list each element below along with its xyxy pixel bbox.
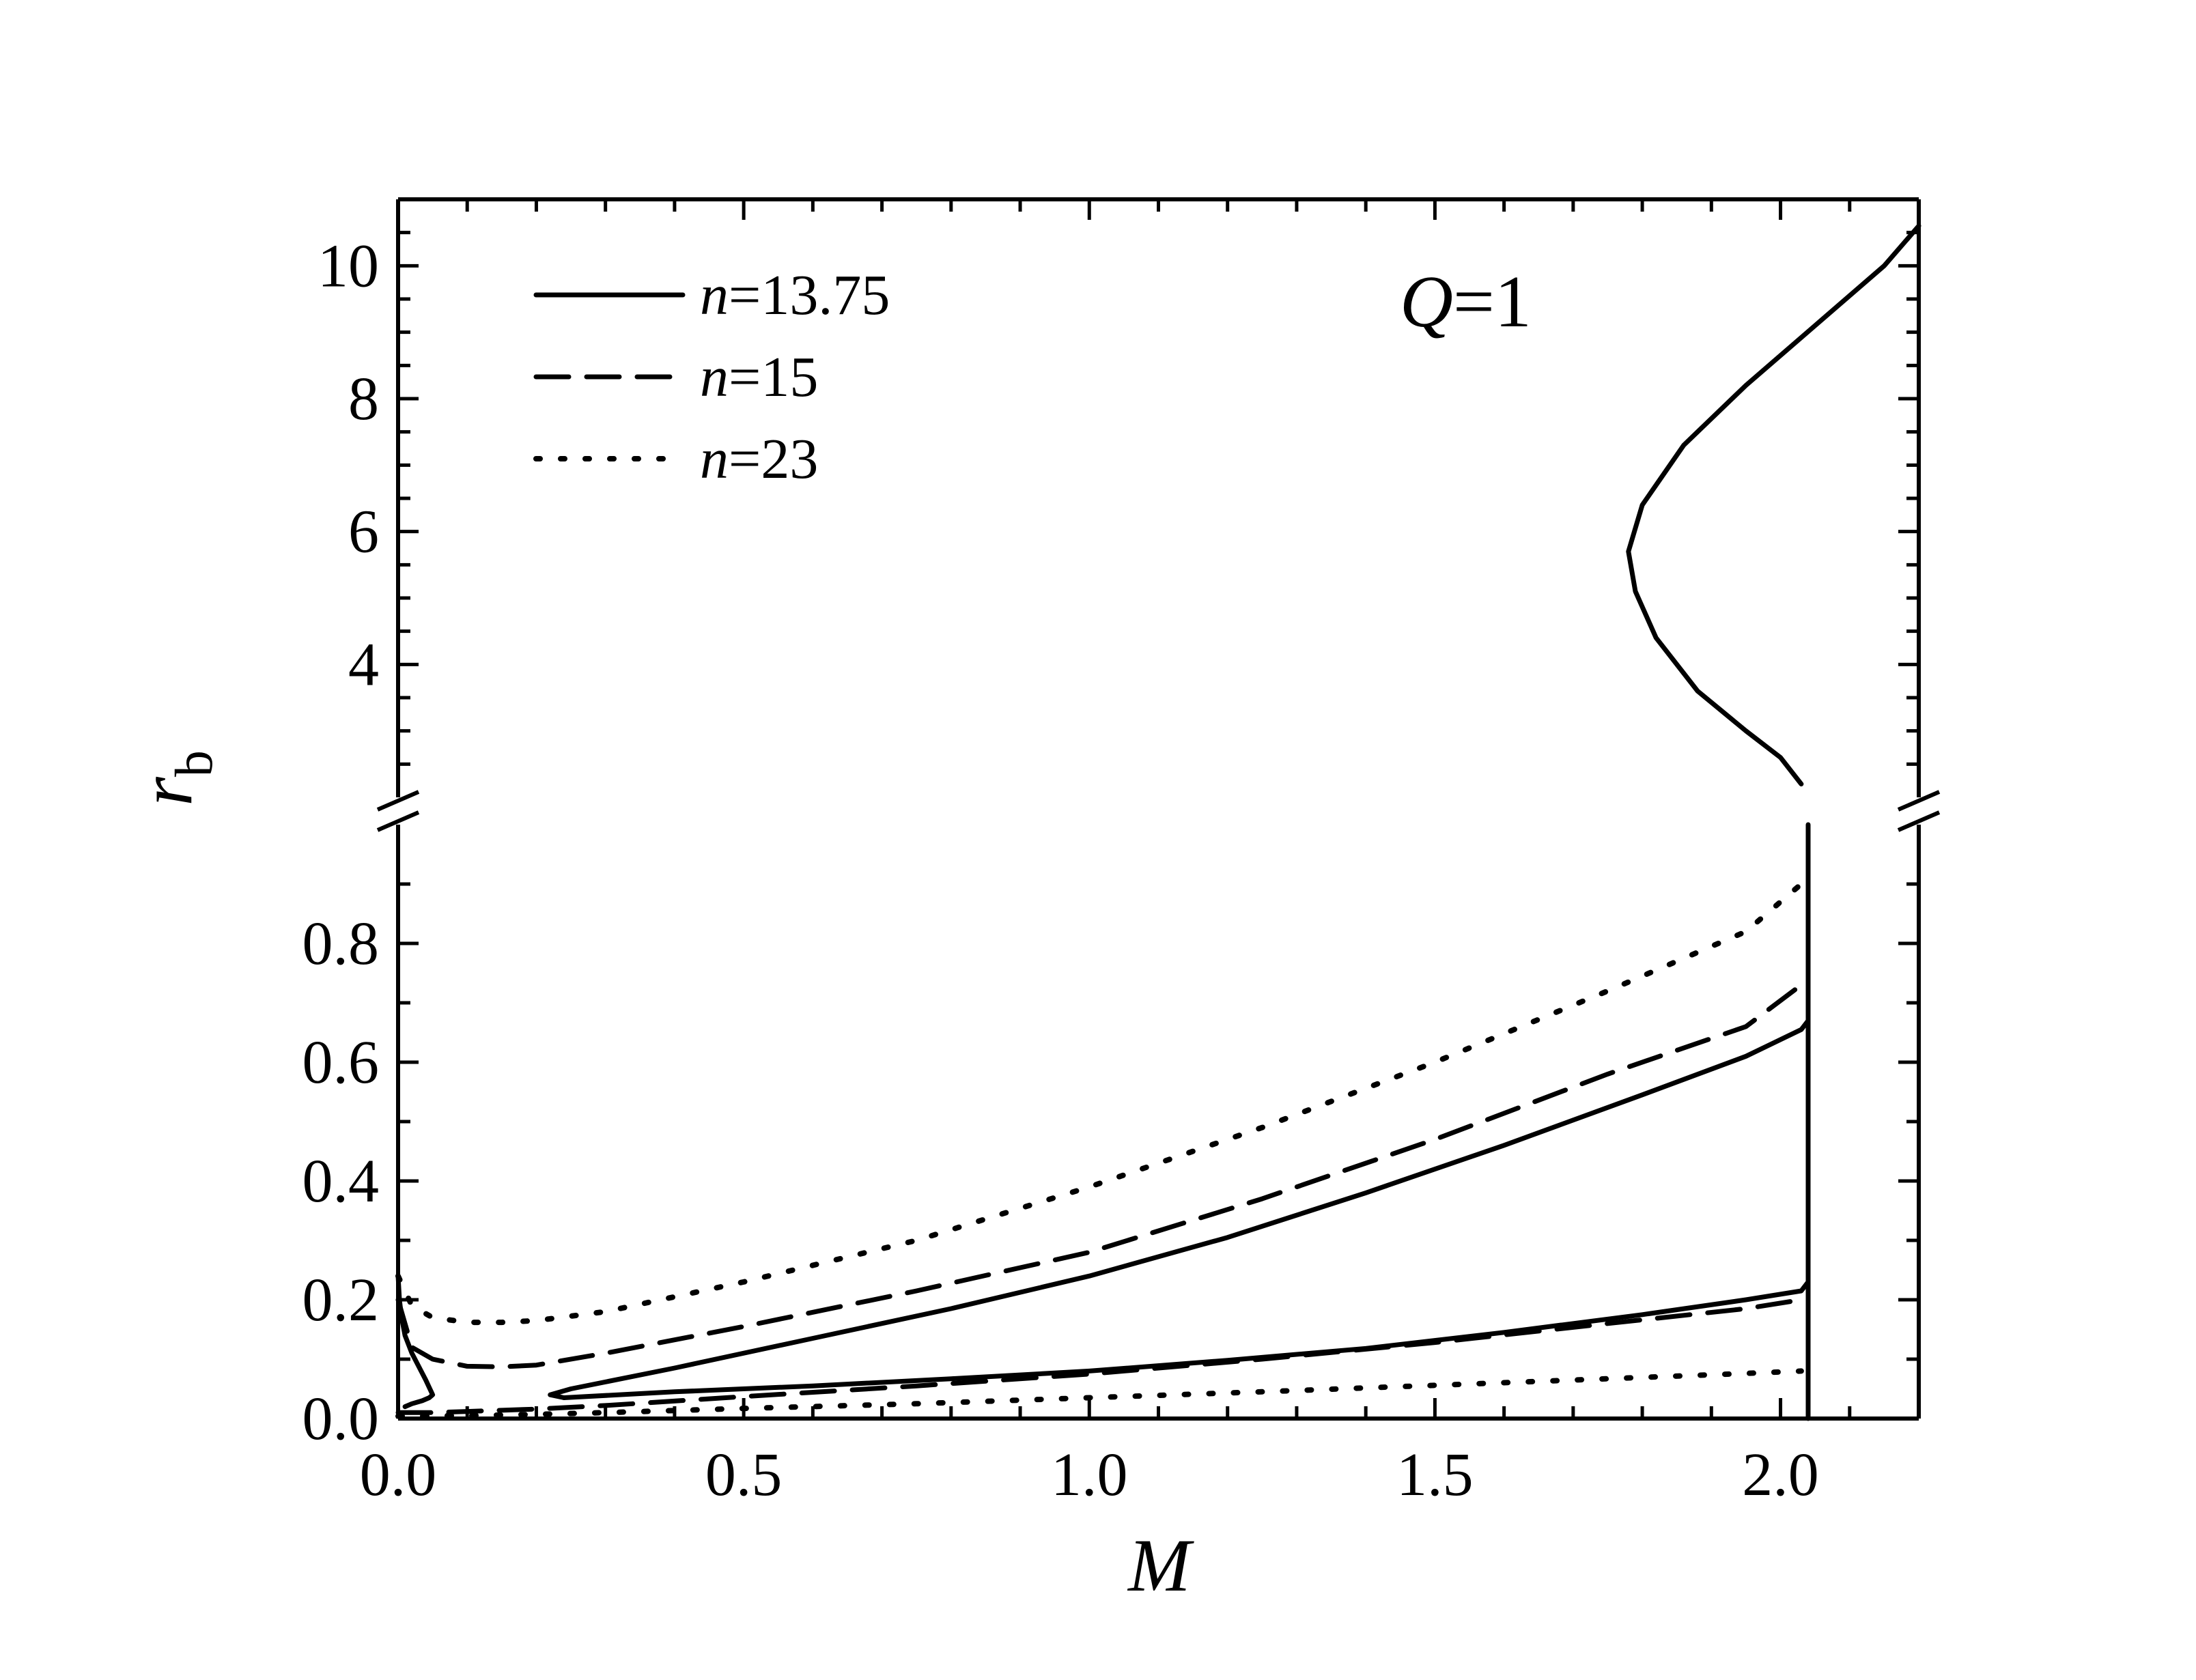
q-annotation-symbol: Q [1400,261,1453,343]
y-tick-label-lower-4: 0.8 [302,910,380,978]
axis-break-mark-0-b [376,810,420,832]
series-line-0-branch-0 [395,1273,436,1410]
y-tick-label-lower-3: 0.6 [302,1029,380,1096]
y-tick-label-upper-3: 10 [318,232,379,300]
y-tick-label-upper-2: 8 [348,365,379,433]
y-tick-label-lower-2: 0.4 [302,1148,380,1215]
legend-label-value-0: =13.75 [729,264,890,327]
y-tick-label-lower-0: 0.0 [302,1385,380,1453]
legend-label-0: n=13.75 [700,264,890,327]
x-tick-label-4: 2.0 [1742,1441,1819,1509]
series-line-0-branch-4 [1626,223,1922,786]
x-tick-label-0: 0.0 [360,1441,437,1509]
y-tick-label-lower-1: 0.2 [302,1266,380,1334]
legend-label-value-1: =15 [729,345,818,409]
series-line-0-branch-2 [561,1279,1811,1400]
legend-label-1: n=15 [700,345,818,409]
axis-ticks [396,197,1921,1421]
legend-label-symbol-1: n [700,345,729,409]
x-tick-label-3: 1.5 [1396,1441,1474,1509]
legend: n=13.75n=15n=23 [533,264,890,491]
q-annotation-value: =1 [1453,261,1532,343]
q-annotation: Q=1 [1400,261,1532,343]
legend-label-symbol-2: n [700,427,729,491]
y-tick-label-upper-0: 4 [348,631,379,698]
series-line-0-branch-1 [548,1018,1811,1400]
plot-frame [376,197,1941,1421]
tick-labels: 0.0 0.5 1.0 1.5 2.0 0.0 0.2 0.4 0.6 0.8 4 6 8 10 [302,232,1819,1509]
series-line-2-branch-0 [395,881,1804,1326]
y-axis-subscript: b [164,750,223,777]
y-axis-title: rb [124,750,223,806]
y-axis-symbol: r [124,776,208,806]
plot-lines [395,223,1922,1421]
y-tick-label-upper-1: 6 [348,498,379,566]
axis-break-mark-1-b [1897,810,1941,832]
x-tick-label-1: 0.5 [705,1441,783,1509]
x-tick-label-2: 1.0 [1051,1441,1128,1509]
series-line-1-branch-0 [395,982,1804,1369]
legend-label-value-2: =23 [729,427,818,491]
axis-break-mark-0-a [376,790,420,812]
series-line-2-branch-1 [395,1368,1804,1419]
x-axis-title: M [1127,1524,1194,1607]
legend-label-2: n=23 [700,427,818,491]
legend-label-symbol-0: n [700,264,729,327]
axis-break-mark-1-a [1897,790,1941,812]
